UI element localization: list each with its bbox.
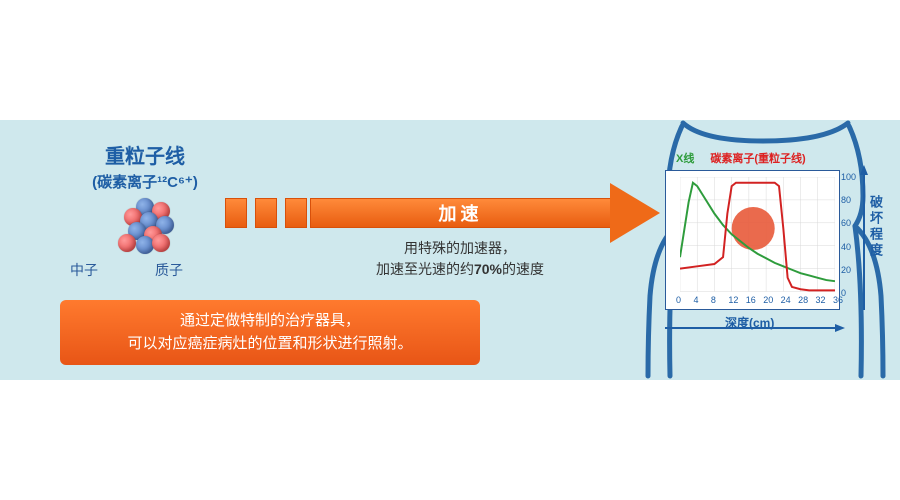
dose-depth-chart: 04812162024283236020406080100 bbox=[665, 170, 840, 310]
legend-xray: X线 bbox=[676, 150, 694, 166]
accel-caption: 用特殊的加速器， 加速至光速的约70%的速度 bbox=[310, 238, 610, 280]
xtick: 24 bbox=[781, 295, 791, 305]
xaxis-arrow-icon bbox=[665, 322, 845, 334]
callout-l2: 可以对应癌症病灶的位置和形状进行照射。 bbox=[76, 333, 464, 356]
ytick: 0 bbox=[841, 288, 846, 298]
ytick: 20 bbox=[841, 265, 851, 275]
accel-arrow-label: 加速 bbox=[439, 200, 483, 226]
atom-cluster bbox=[118, 198, 174, 254]
title-line-1: 重粒子线 bbox=[60, 140, 230, 169]
xtick: 12 bbox=[728, 295, 738, 305]
callout-l1: 通过定做特制的治疗器具， bbox=[76, 310, 464, 333]
accel-segments bbox=[225, 198, 307, 228]
callout-box: 通过定做特制的治疗器具， 可以对应癌症病灶的位置和形状进行照射。 bbox=[60, 300, 480, 365]
xtick: 32 bbox=[816, 295, 826, 305]
accel-segment bbox=[285, 198, 307, 228]
accel-segment bbox=[255, 198, 277, 228]
xtick: 4 bbox=[693, 295, 698, 305]
proton-sphere bbox=[152, 234, 170, 252]
ytick: 40 bbox=[841, 242, 851, 252]
accel-caption-l2: 加速至光速的约70%的速度 bbox=[310, 259, 610, 280]
particle-title: 重粒子线 (碳素离子¹²C⁶⁺) bbox=[60, 140, 230, 192]
accel-segment bbox=[225, 198, 247, 228]
ytick: 80 bbox=[841, 195, 851, 205]
legend-carbon: 碳素离子(重粒子线) bbox=[710, 150, 805, 166]
chart-legend: X线 碳素离子(重粒子线) bbox=[676, 150, 806, 166]
ytick: 100 bbox=[841, 172, 856, 182]
ytick: 60 bbox=[841, 218, 851, 228]
chart-plot-area bbox=[680, 177, 835, 292]
proton-sphere bbox=[118, 234, 136, 252]
accel-caption-l1: 用特殊的加速器， bbox=[310, 238, 610, 259]
xtick: 0 bbox=[676, 295, 681, 305]
tumor-target bbox=[732, 207, 775, 250]
accel-arrow-body: 加速 bbox=[310, 198, 610, 228]
xtick: 28 bbox=[798, 295, 808, 305]
proton-label: 质子 bbox=[155, 260, 183, 280]
xtick: 20 bbox=[763, 295, 773, 305]
neutron-label: 中子 bbox=[70, 260, 98, 280]
xtick: 16 bbox=[746, 295, 756, 305]
yaxis-arrow-icon bbox=[858, 165, 870, 310]
title-line-2: (碳素离子¹²C⁶⁺) bbox=[60, 171, 230, 192]
xtick: 8 bbox=[711, 295, 716, 305]
